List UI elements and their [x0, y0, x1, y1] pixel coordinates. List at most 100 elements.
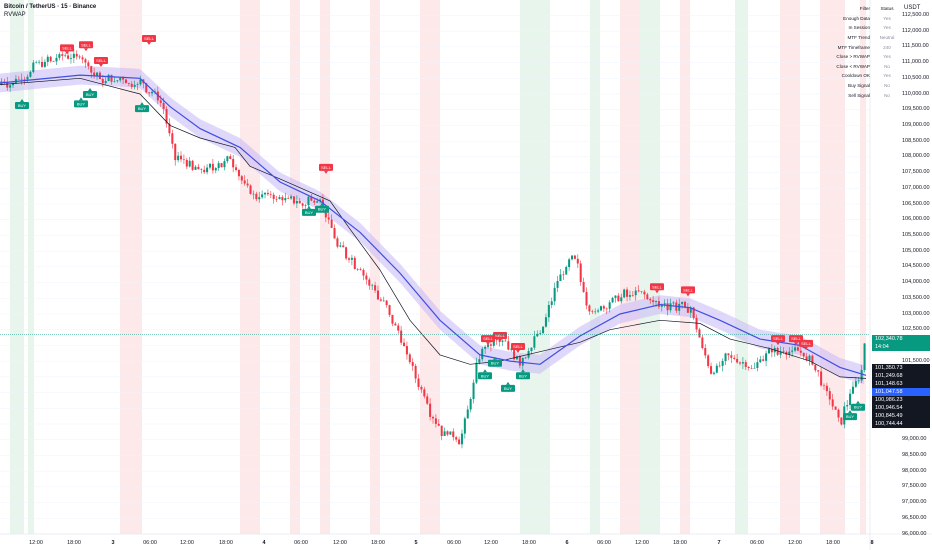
- price-tick-label: 102,500.00: [902, 326, 930, 333]
- candlestick-series[interactable]: [0, 48, 866, 449]
- candle-body: [585, 291, 588, 306]
- sell-marker-arrow: [804, 346, 808, 350]
- buy-marker: [478, 372, 492, 380]
- candle-body: [226, 156, 229, 162]
- candle-body: [342, 245, 345, 248]
- candle-body: [487, 344, 490, 347]
- candle-body: [489, 344, 492, 346]
- sell-marker-arrow: [324, 170, 328, 174]
- candle-body: [96, 72, 99, 76]
- candle-body: [405, 346, 408, 355]
- filter-name: Close > RVWAP: [836, 54, 870, 60]
- candle-body: [426, 396, 429, 404]
- price-tag: 14:04: [872, 342, 930, 351]
- time-tick-label: 06:00: [143, 540, 157, 546]
- candle-body: [854, 381, 857, 387]
- price-tick-label: 98,500.00: [902, 451, 927, 458]
- candle-body: [394, 323, 397, 326]
- candle-body: [336, 238, 339, 247]
- sell-marker-label: SELL: [683, 287, 694, 292]
- filter-status: Yes: [883, 25, 891, 31]
- candle-body: [107, 74, 110, 81]
- candle-body: [681, 301, 684, 304]
- filter-row: Buy Signal No: [836, 81, 900, 91]
- candle-body: [857, 380, 860, 382]
- candle-body: [290, 196, 293, 199]
- candle-body: [12, 83, 15, 86]
- sell-marker-label: SELL: [321, 165, 332, 170]
- candle-body: [232, 159, 235, 168]
- candle-body: [371, 285, 374, 286]
- buy-marker: [15, 102, 29, 109]
- sell-marker-arrow: [84, 48, 88, 52]
- filter-row: In Session Yes: [836, 23, 900, 33]
- sell-marker-arrow: [794, 342, 798, 346]
- candle-body: [151, 91, 154, 94]
- candle-body: [620, 297, 623, 302]
- candle-body: [206, 167, 209, 173]
- candle-body: [171, 133, 174, 144]
- sell-marker: [493, 332, 507, 339]
- candle-body: [501, 340, 504, 342]
- buy-marker-label: BUY: [491, 361, 500, 366]
- candle-body: [376, 290, 379, 300]
- candle-body: [805, 356, 808, 361]
- indicator-label[interactable]: RVWAP: [4, 12, 26, 18]
- candle-body: [837, 409, 840, 418]
- candle-body: [55, 57, 58, 62]
- candle-body: [385, 300, 388, 306]
- symbol-title[interactable]: Bitcoin / TetherUS · 15 · Binance: [4, 4, 97, 10]
- sell-marker: [94, 57, 108, 64]
- sell-marker: [799, 339, 813, 347]
- candle-body: [712, 372, 715, 374]
- candle-body: [481, 348, 484, 360]
- candle-body: [550, 301, 553, 305]
- filter-row: Enough Data Yes: [836, 14, 900, 24]
- candle-body: [368, 279, 371, 286]
- candle-body: [208, 163, 211, 168]
- candle-body: [799, 350, 802, 353]
- candle-body: [266, 192, 269, 195]
- buy-marker: [302, 208, 316, 216]
- candle-body: [513, 348, 516, 360]
- filter-row: MTF Timeframe 240: [836, 42, 900, 52]
- candle-body: [738, 362, 742, 364]
- candle-body: [611, 297, 614, 303]
- candle-body: [617, 295, 620, 302]
- candle-body: [721, 361, 724, 366]
- candle-body: [252, 193, 255, 195]
- candle-body: [69, 57, 72, 59]
- candle-body: [655, 301, 658, 303]
- time-tick-label: 06:00: [597, 540, 611, 546]
- price-tick-label: 108,500.00: [902, 137, 930, 144]
- candle-body: [779, 351, 782, 355]
- time-tick-label: 18:00: [219, 540, 233, 546]
- candle-body: [35, 62, 38, 64]
- candle-body: [81, 57, 84, 60]
- candle-body: [796, 347, 799, 351]
- candle-body: [452, 431, 455, 438]
- filter-header-cell: Status: [880, 6, 894, 12]
- time-tick-label: 3: [111, 540, 115, 546]
- sell-marker-label: SELL: [144, 36, 155, 41]
- candle-body: [301, 203, 304, 206]
- candle-body: [304, 205, 307, 206]
- candle-body: [704, 348, 707, 356]
- price-tag: 101,047.58: [872, 388, 930, 396]
- candle-body: [345, 247, 348, 259]
- candle-body: [159, 100, 162, 103]
- sell-marker: [79, 41, 93, 49]
- filter-name: Sell Signal: [848, 92, 870, 98]
- candle-body: [417, 378, 420, 388]
- candle-body: [148, 92, 151, 94]
- candle-body: [736, 358, 739, 363]
- filter-row: MTF Trend Neutral: [836, 33, 900, 43]
- currency-unit[interactable]: USDT: [904, 5, 921, 11]
- sell-marker: [319, 163, 333, 171]
- time-tick-label: 18:00: [522, 540, 536, 546]
- candle-body: [133, 84, 136, 87]
- candle-body: [223, 161, 226, 168]
- candle-body: [747, 366, 750, 368]
- candle-body: [437, 423, 440, 426]
